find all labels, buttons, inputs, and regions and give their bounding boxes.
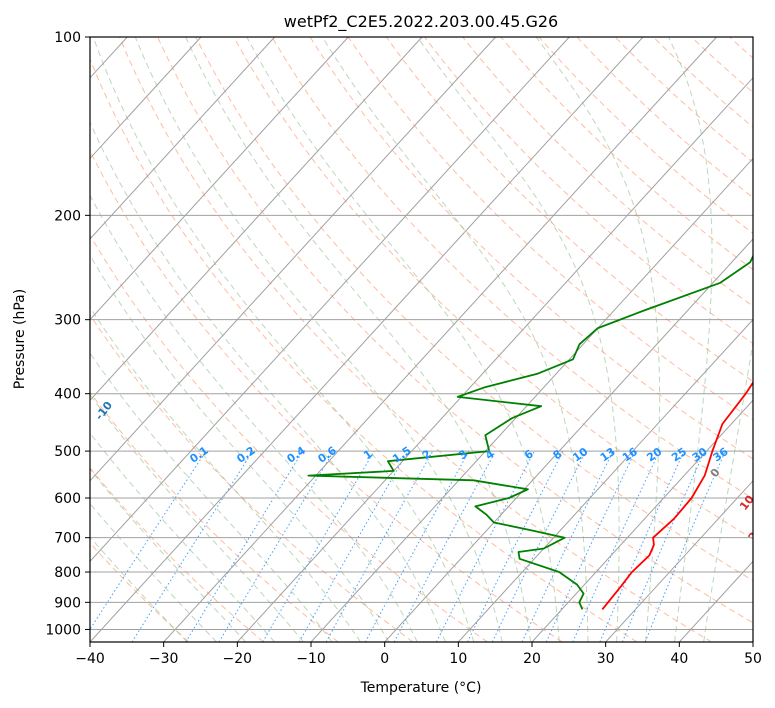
dry-adiabat-line — [500, 37, 753, 271]
mixing-ratio-line — [644, 450, 726, 642]
y-tick-label: 600 — [54, 491, 81, 507]
dry-adiabat-line — [538, 37, 753, 234]
isotherm-line — [531, 399, 753, 642]
x-tick-label: 40 — [670, 651, 688, 667]
moist-adiabat-line — [90, 352, 333, 642]
dry-adiabat-line — [90, 314, 414, 642]
dry-adiabat-line — [90, 149, 563, 642]
mixing-ratio-line — [521, 450, 614, 642]
y-tick-label: 900 — [54, 595, 81, 611]
mixing-ratio-line — [572, 450, 660, 642]
dry-adiabat-line — [385, 37, 753, 382]
dry-adiabat-line — [576, 37, 753, 199]
y-tick-label: 700 — [54, 531, 81, 547]
isotherm-line — [90, 37, 202, 160]
moist-adiabat-line — [185, 37, 532, 642]
mixing-ratio-line — [621, 450, 706, 642]
moist-adiabat-line — [134, 37, 503, 642]
x-tick-label: 50 — [744, 651, 762, 667]
mixing-ratio-line — [185, 450, 304, 642]
isotherm-line — [90, 37, 275, 240]
moist-adiabat-line — [90, 306, 362, 642]
isotherm-line — [457, 318, 753, 642]
moist-adiabat-line — [535, 37, 661, 642]
moist-adiabat-line — [90, 254, 390, 642]
x-tick-label: 0 — [380, 651, 389, 667]
x-tick-label: 30 — [597, 651, 615, 667]
dry-adiabat-line — [195, 37, 753, 582]
mixing-ratio-line — [491, 450, 587, 642]
moist-adiabat-line — [246, 37, 560, 642]
moist-adiabat-line — [703, 339, 753, 642]
x-tick-label: −10 — [296, 651, 326, 667]
x-tick-label: 10 — [449, 651, 467, 667]
y-tick-label: 300 — [54, 313, 81, 329]
chart-title: wetPf2_C2E5.2022.203.00.45.G26 — [284, 12, 558, 32]
mixing-ratio-line — [298, 450, 409, 642]
moist-adiabat-line — [322, 37, 589, 642]
moist-adiabat-line — [668, 37, 713, 642]
x-tick-label: 20 — [523, 651, 541, 667]
plot-frame — [89, 36, 754, 643]
dry-adiabat-line — [424, 37, 753, 345]
isotherm-line — [90, 37, 349, 321]
y-tick-label: 100 — [54, 30, 81, 46]
moist-adiabat-label: 20 — [746, 523, 766, 543]
moist-adiabat-line — [90, 432, 275, 642]
isotherm-line — [90, 37, 496, 482]
y-axis-title: Pressure (hPa) — [12, 289, 28, 389]
dewpoint-profile-line — [307, 254, 753, 610]
mixing-ratio-line — [262, 450, 375, 642]
x-tick-label: −40 — [75, 651, 105, 667]
temperature-profile-line — [601, 380, 753, 610]
dry-adiabat-line — [233, 37, 753, 540]
x-tick-label: −30 — [149, 651, 179, 667]
mixing-ratio-line — [545, 450, 636, 642]
y-tick-label: 200 — [54, 208, 81, 224]
data-layer — [307, 254, 753, 610]
moist-adiabat-line — [90, 194, 418, 642]
dry-adiabat-line — [157, 37, 753, 624]
mixing-ratio-line — [325, 450, 434, 642]
moist-adiabat-line — [90, 468, 247, 642]
x-tick-label: −20 — [223, 651, 253, 667]
mixing-ratio-line — [364, 450, 470, 642]
isotherm-line — [384, 238, 753, 642]
isotherm-line — [605, 480, 753, 642]
mixing-ratio-line — [218, 450, 335, 642]
y-tick-label: 400 — [54, 387, 81, 403]
dry-adiabat-line — [119, 37, 712, 642]
dry-adiabat-line — [90, 391, 339, 642]
isotherm-line — [90, 37, 570, 563]
isotherm-line — [236, 77, 753, 642]
dry-adiabat-line — [347, 37, 753, 421]
isotherm-line — [90, 37, 644, 642]
isotherm-line — [163, 37, 717, 642]
isotherm-line — [310, 157, 753, 642]
axis-layer: −40 −30 −20 −10 0 10 20 30 40 50 100 200 300 400 500 60… — [45, 30, 762, 667]
y-tick-label: 800 — [54, 565, 81, 581]
x-axis-title: Temperature (°C) — [360, 680, 482, 696]
mixing-ratio-line — [131, 450, 254, 642]
y-tick-label: 1000 — [45, 622, 81, 638]
y-tick-label: 500 — [54, 444, 81, 460]
isotherm-line — [90, 37, 423, 401]
